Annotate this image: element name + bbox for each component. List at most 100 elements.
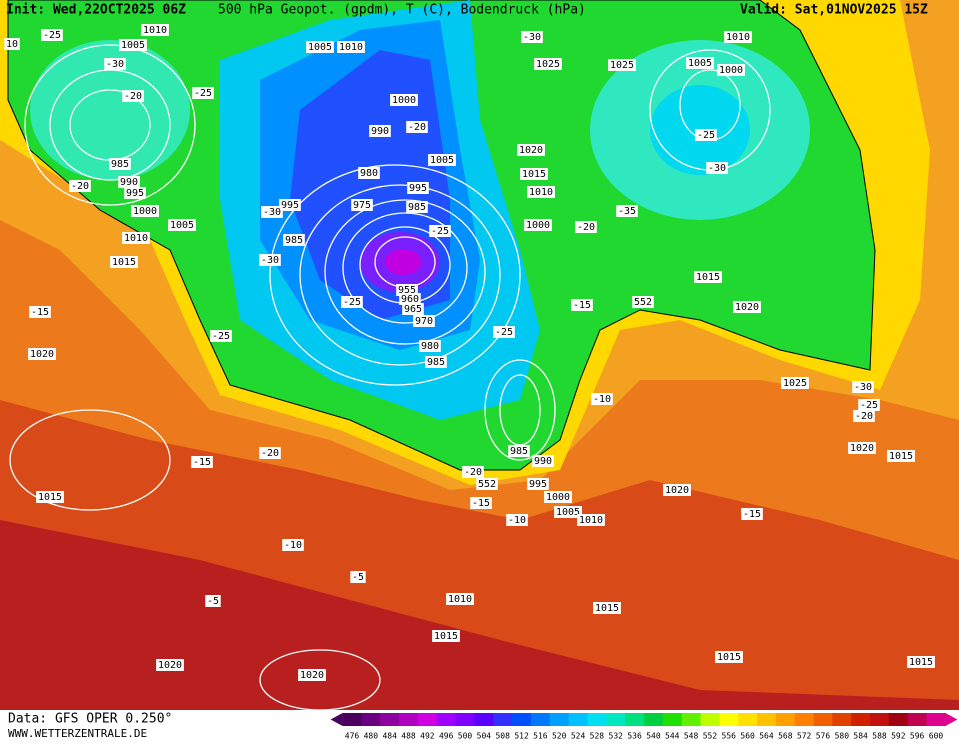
label-box bbox=[508, 445, 530, 457]
scale-label: 592 bbox=[891, 732, 906, 741]
isobar-label: -25 bbox=[697, 130, 715, 141]
color-scale: 476 480 484 488 492 496 500 504 508 512 516 520 524 5… bbox=[330, 713, 958, 741]
label-box bbox=[110, 256, 138, 268]
isobar-label: 1025 bbox=[610, 60, 634, 71]
label-box bbox=[390, 94, 418, 106]
label-box bbox=[715, 651, 743, 663]
scale-label: 536 bbox=[627, 732, 642, 741]
label-box bbox=[741, 508, 763, 520]
label-box bbox=[429, 225, 451, 237]
label-box bbox=[419, 340, 441, 352]
isobar-label: 1015 bbox=[909, 657, 933, 668]
label-box bbox=[858, 399, 880, 411]
isobar-label: 985 bbox=[510, 446, 528, 457]
scale-cell bbox=[813, 713, 833, 726]
label-box bbox=[593, 602, 621, 614]
scale-label: 584 bbox=[853, 732, 868, 741]
isobar-label: 1020 bbox=[30, 349, 54, 360]
label-box bbox=[577, 514, 605, 526]
scale-cell bbox=[549, 713, 570, 726]
isobar-label: 1005 bbox=[308, 42, 332, 53]
label-box bbox=[351, 199, 373, 211]
label-box bbox=[527, 478, 549, 490]
isobar-label: 985 bbox=[427, 357, 445, 368]
scale-label: 532 bbox=[609, 732, 624, 741]
scale-label: 524 bbox=[571, 732, 586, 741]
scale-cell bbox=[700, 713, 720, 726]
isobar-label: -25 bbox=[212, 331, 230, 342]
label-box bbox=[446, 593, 474, 605]
isobar-label: -35 bbox=[618, 206, 636, 217]
isobar-label: -20 bbox=[71, 181, 89, 192]
scale-label: 484 bbox=[382, 732, 397, 741]
map-background bbox=[0, 0, 959, 711]
isobar-label: 1015 bbox=[522, 169, 546, 180]
scale-label: 512 bbox=[514, 732, 529, 741]
scale-label: 596 bbox=[910, 732, 925, 741]
isobar-label: -10 bbox=[593, 394, 611, 405]
label-box bbox=[298, 669, 326, 681]
isobar-label: 985 bbox=[285, 235, 303, 246]
isobar-label: 980 bbox=[360, 168, 378, 179]
label-box bbox=[141, 24, 169, 36]
isobar-label: 960 bbox=[401, 294, 419, 305]
isobar-label: 1015 bbox=[717, 652, 741, 663]
isobar-label: 1010 bbox=[726, 32, 750, 43]
label-box bbox=[399, 293, 421, 305]
isobar-label: -15 bbox=[193, 457, 211, 468]
label-box bbox=[358, 167, 380, 179]
scale-label: 540 bbox=[646, 732, 661, 741]
scale-label: 552 bbox=[703, 732, 718, 741]
isobar-label: 955 bbox=[398, 285, 416, 296]
label-box bbox=[544, 491, 572, 503]
isobar-label: 970 bbox=[415, 316, 433, 327]
label-box bbox=[686, 57, 714, 69]
isobar-label: -20 bbox=[261, 448, 279, 459]
label-box bbox=[210, 330, 232, 342]
isobar-label: 1020 bbox=[158, 660, 182, 671]
isobar-label: 1000 bbox=[526, 220, 550, 231]
scale-label: 564 bbox=[759, 732, 774, 741]
isobar-label: 965 bbox=[404, 304, 422, 315]
isobar-label: 1015 bbox=[112, 257, 136, 268]
isobar-label: -10 bbox=[508, 515, 526, 526]
scale-label: 488 bbox=[401, 732, 416, 741]
isobar-label: 1020 bbox=[665, 485, 689, 496]
label-box bbox=[521, 31, 543, 43]
scale-cell bbox=[738, 713, 758, 726]
scale-cell bbox=[493, 713, 513, 726]
label-box bbox=[406, 201, 428, 213]
label-box bbox=[28, 348, 56, 360]
scale-cell bbox=[870, 713, 890, 726]
scale-cell bbox=[361, 713, 381, 726]
isobar-label: -30 bbox=[261, 255, 279, 266]
label-box bbox=[907, 656, 935, 668]
label-box bbox=[259, 447, 281, 459]
label-box bbox=[520, 168, 548, 180]
label-box bbox=[571, 299, 593, 311]
label-box bbox=[4, 38, 20, 50]
isobar-label: 1010 bbox=[143, 25, 167, 36]
isobar-label: 980 bbox=[421, 341, 439, 352]
isobar-label: 1000 bbox=[719, 65, 743, 76]
scale-cell bbox=[757, 713, 777, 726]
scale-cell bbox=[644, 713, 664, 726]
scale-label: 520 bbox=[552, 732, 567, 741]
isobar-label: 1020 bbox=[850, 443, 874, 454]
scale-cell bbox=[399, 713, 419, 726]
scale-cell bbox=[719, 713, 739, 726]
label-box bbox=[517, 144, 545, 156]
isobar-label: 1020 bbox=[735, 302, 759, 313]
label-box bbox=[109, 158, 131, 170]
scale-cell bbox=[436, 713, 457, 726]
isobar-label: 1005 bbox=[688, 58, 712, 69]
scale-cell bbox=[417, 713, 438, 726]
scale-label: 580 bbox=[835, 732, 850, 741]
scale-cell bbox=[380, 713, 400, 726]
isobar-label: 1015 bbox=[889, 451, 913, 462]
isobar-label: -10 bbox=[284, 540, 302, 551]
isobar-label: 985 bbox=[408, 202, 426, 213]
scale-cell bbox=[888, 713, 909, 726]
isobar-label: 995 bbox=[126, 188, 144, 199]
isobar-label: 990 bbox=[534, 456, 552, 467]
